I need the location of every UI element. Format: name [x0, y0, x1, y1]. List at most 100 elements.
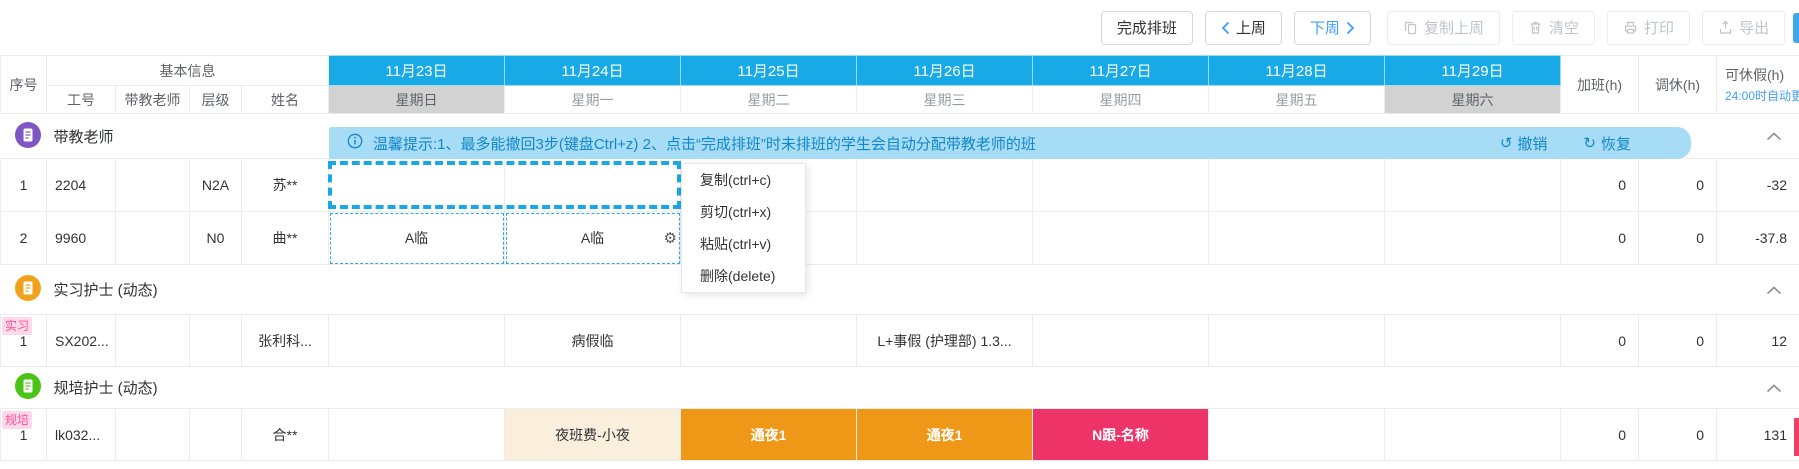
trash-icon — [1528, 20, 1543, 35]
cell-selection-rect[interactable] — [328, 161, 681, 209]
mentor-cell — [115, 408, 190, 461]
name-cell: 张利科... — [241, 314, 329, 367]
document-icon-orange — [14, 275, 41, 304]
col-header-overtime: 加班(h) — [1560, 55, 1639, 114]
leave-cell: -37.8 — [1716, 211, 1799, 265]
shift-cell[interactable] — [1208, 314, 1385, 367]
seq-cell: 1 — [0, 158, 47, 212]
shift-cell[interactable]: 病假临 — [504, 314, 681, 367]
weekday-header-1: 星期一 — [504, 85, 681, 114]
col-header-leave: 可休假(h) 24:00时自动更新 — [1716, 55, 1799, 114]
overtime-cell: 0 — [1560, 408, 1639, 461]
context-menu-copy[interactable]: 复制(ctrl+c) — [700, 172, 772, 188]
name-cell: 苏** — [241, 158, 329, 212]
shift-cell[interactable] — [328, 408, 505, 461]
comp-off-cell: 0 — [1638, 408, 1717, 461]
leave-header-label: 可休假(h) — [1725, 67, 1785, 83]
date-header-3: 11月26日 — [856, 55, 1033, 86]
print-label: 打印 — [1643, 20, 1674, 37]
section-title-intern: 实习护士 (动态) — [53, 282, 158, 299]
mentor-cell — [115, 211, 190, 265]
context-menu: 复制(ctrl+c) 剪切(ctrl+x) 粘贴(ctrl+v) 删除(dele… — [681, 163, 806, 293]
leave-cell: 12 — [1716, 314, 1799, 367]
export-button[interactable]: 导出 — [1701, 10, 1785, 45]
partial-button-right-edge[interactable] — [1793, 13, 1799, 43]
weekday-header-2: 星期二 — [680, 85, 857, 114]
copy-last-week-button[interactable]: 复制上周 — [1386, 10, 1500, 45]
shift-cell[interactable] — [1208, 408, 1385, 461]
export-label: 导出 — [1738, 20, 1769, 37]
name-cell: 曲** — [241, 211, 329, 265]
weekday-header-0: 星期日 — [328, 85, 505, 114]
emp-id-cell: lk032... — [46, 408, 116, 461]
undo-icon: ↺ — [1499, 134, 1513, 152]
chevron-right-icon — [1346, 21, 1355, 35]
prev-week-button[interactable]: 上周 — [1204, 10, 1282, 45]
shift-cell-n-follow[interactable]: N跟-名称 — [1032, 408, 1209, 461]
name-cell: 合** — [241, 408, 329, 461]
shift-cell[interactable]: A临 ⚙ — [504, 211, 681, 265]
undo-button[interactable]: ↺ 撤销 — [1500, 133, 1548, 154]
shift-cell-night-fee[interactable]: 夜班费-小夜 — [504, 408, 681, 461]
redo-button[interactable]: ↻ 恢复 — [1583, 133, 1631, 154]
context-menu-delete[interactable]: 删除(delete) — [700, 268, 776, 284]
copy-last-week-label: 复制上周 — [1423, 20, 1484, 37]
schedule-row-trainee-1: 1 lk032... 合** 夜班费-小夜 通夜1 通夜1 N跟-名称 0 0 … — [0, 408, 1799, 461]
chevron-up-icon[interactable] — [1766, 380, 1782, 396]
section-header-intern: 实习护士 (动态) — [0, 264, 1799, 315]
context-menu-paste[interactable]: 粘贴(ctrl+v) — [700, 236, 772, 252]
shift-cell[interactable] — [1384, 314, 1561, 367]
schedule-row-mentor-1: 1 2204 N2A 苏** 0 0 -32 — [0, 158, 1799, 212]
printer-icon — [1623, 20, 1638, 35]
shift-cell[interactable] — [680, 314, 857, 367]
date-header-0: 11月23日 — [328, 55, 505, 86]
shift-cell[interactable] — [328, 314, 505, 367]
next-week-button[interactable]: 下周 — [1293, 10, 1371, 45]
shift-label: A临 — [580, 230, 605, 246]
shift-cell[interactable] — [1208, 211, 1385, 265]
shift-cell[interactable] — [1384, 211, 1561, 265]
schedule-row-mentor-2: 2 9960 N0 曲** A临 A临 ⚙ 0 0 -37.8 — [0, 211, 1799, 265]
document-icon-green — [14, 373, 41, 402]
shift-cell[interactable] — [1032, 158, 1209, 212]
shift-cell[interactable] — [856, 158, 1033, 212]
date-header-2: 11月25日 — [680, 55, 857, 86]
chevron-up-icon[interactable] — [1766, 282, 1782, 298]
gear-icon[interactable]: ⚙ — [663, 230, 677, 247]
shift-cell[interactable] — [1032, 314, 1209, 367]
emp-id-cell: 9960 — [46, 211, 116, 265]
shift-cell[interactable] — [1032, 211, 1209, 265]
export-icon — [1718, 20, 1733, 35]
header-row-weekdays: 工号 带教老师 层级 姓名 星期日 星期一 星期二 星期三 星期四 星期五 星期… — [1, 85, 1799, 114]
chevron-up-icon[interactable] — [1766, 128, 1782, 144]
mentor-cell — [115, 314, 190, 367]
comp-off-cell: 0 — [1638, 211, 1717, 265]
schedule-table: 序号 基本信息 11月23日 11月24日 11月25日 11月26日 11月2… — [0, 55, 1799, 461]
context-menu-cut[interactable]: 剪切(ctrl+x) — [700, 204, 772, 220]
complete-schedule-button[interactable]: 完成排班 — [1100, 10, 1193, 45]
shift-cell[interactable] — [856, 211, 1033, 265]
col-header-mentor: 带教老师 — [115, 85, 190, 114]
weekday-header-5: 星期五 — [1208, 85, 1385, 114]
shift-cell-overnight[interactable]: 通夜1 — [856, 408, 1033, 461]
redo-icon: ↻ — [1583, 134, 1596, 152]
shift-cell[interactable]: A临 — [328, 211, 505, 265]
comp-off-cell: 0 — [1638, 158, 1717, 212]
undo-label: 撤销 — [1517, 135, 1548, 153]
prev-week-label: 上周 — [1235, 20, 1266, 37]
level-cell: N0 — [189, 211, 242, 265]
complete-schedule-label: 完成排班 — [1116, 20, 1177, 37]
row-tag-intern: 实习 — [2, 317, 33, 335]
shift-cell[interactable] — [1208, 158, 1385, 212]
shift-cell[interactable]: L+事假 (护理部) 1.3... — [856, 314, 1033, 367]
overtime-cell: 0 — [1560, 211, 1639, 265]
date-header-4: 11月27日 — [1032, 55, 1209, 86]
shift-cell-overnight[interactable]: 通夜1 — [680, 408, 857, 461]
print-button[interactable]: 打印 — [1606, 10, 1690, 45]
col-header-comp-off: 调休(h) — [1638, 55, 1717, 114]
shift-cell[interactable] — [1384, 158, 1561, 212]
clear-button[interactable]: 清空 — [1511, 10, 1595, 45]
shift-cell[interactable] — [1384, 408, 1561, 461]
clear-label: 清空 — [1548, 20, 1579, 37]
